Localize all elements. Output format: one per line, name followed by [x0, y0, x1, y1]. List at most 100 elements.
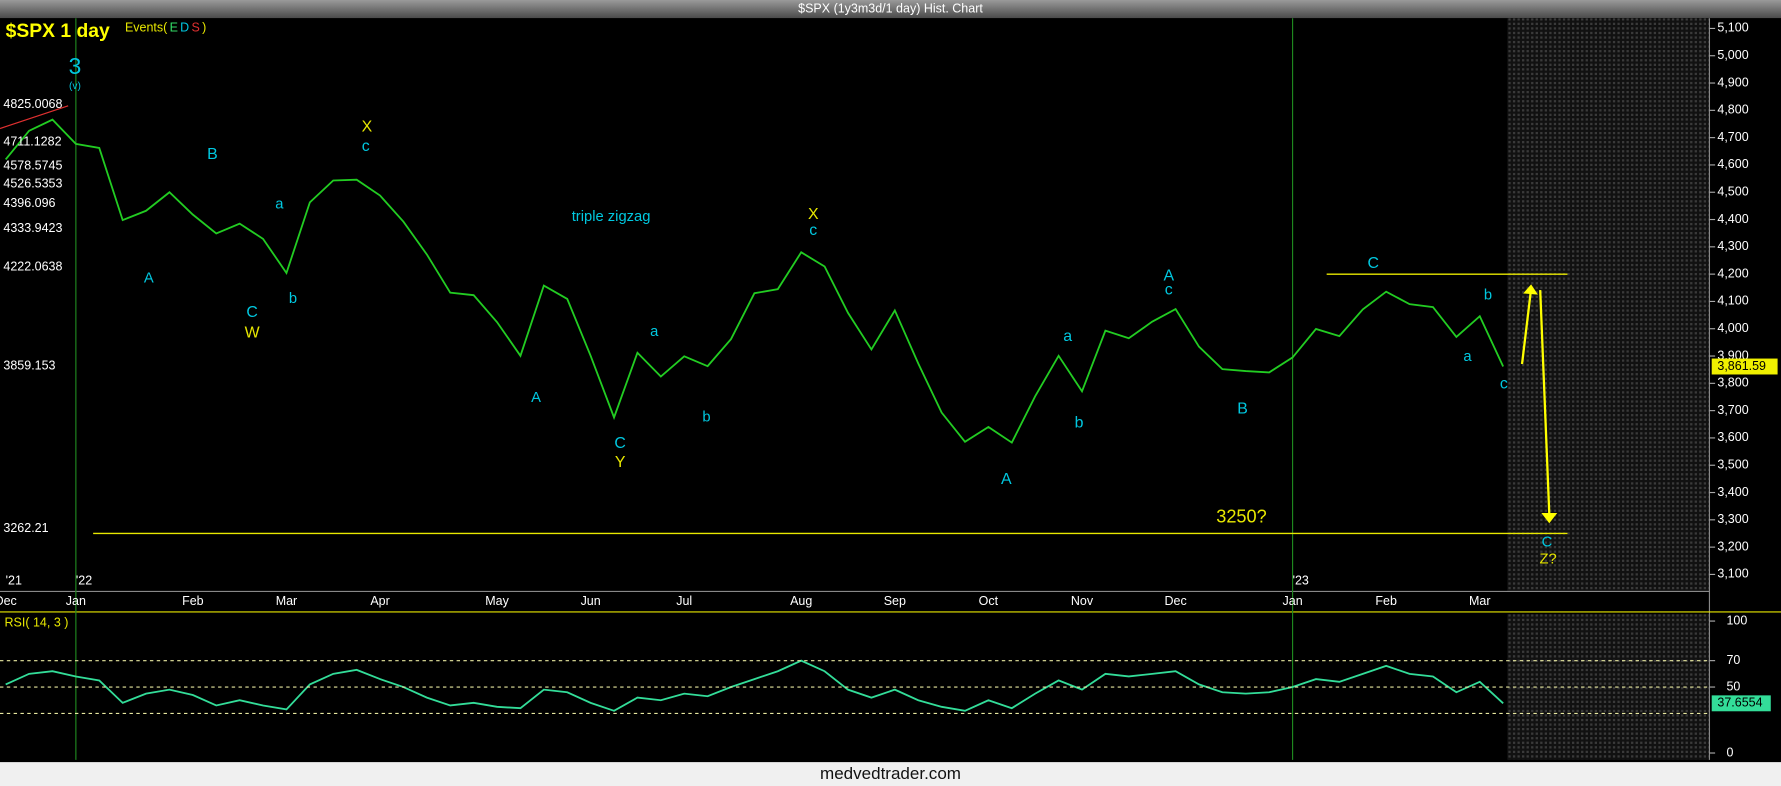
x-tick-label: Aug [790, 594, 812, 608]
price-line [5, 659, 1504, 712]
y-tick-label: 3,800 [1717, 376, 1748, 390]
price-line [4, 118, 1504, 444]
wave-label: A [144, 271, 154, 287]
fib-label: 4526.5353 [3, 177, 62, 191]
last-value-box [1711, 695, 1771, 712]
wave-label: 3 [69, 53, 82, 79]
fib-label: 4333.9423 [3, 221, 62, 235]
x-tick-label: Feb [1375, 594, 1397, 608]
wave-label: X [362, 119, 373, 136]
events-flag: S [191, 21, 199, 35]
wave-label: b [1484, 288, 1492, 304]
y-tick-label: 4,100 [1717, 294, 1748, 308]
y-tick-label: 3,200 [1717, 539, 1748, 553]
arrow-head [1523, 284, 1538, 295]
x-tick-label: Oct [979, 594, 999, 608]
wave-label: b [702, 409, 710, 425]
y-tick-label: 100 [1726, 613, 1747, 627]
y-tick-label: 4,400 [1717, 212, 1748, 226]
y-tick-label: 4,000 [1717, 321, 1748, 335]
y-tick-label: 3,400 [1717, 485, 1748, 499]
future-area [1507, 18, 1710, 592]
wave-label: Z? [1540, 552, 1557, 568]
fib-label: 4222.0638 [3, 260, 62, 274]
y-tick-label: 3,100 [1717, 567, 1748, 581]
projection-arrow [1539, 290, 1551, 515]
background [0, 18, 1781, 763]
fib-label: 4711.1282 [3, 134, 61, 148]
wave-label: b [289, 291, 297, 307]
y-tick-label: 70 [1726, 653, 1740, 667]
wave-label: A [531, 390, 541, 406]
events-flag: D [180, 21, 189, 35]
last-price-label: 3,861.59 [1717, 359, 1766, 373]
wave-label: B [207, 146, 218, 163]
wave-label: Y [615, 454, 626, 471]
wave-label: X [808, 206, 819, 223]
x-tick-label: Jun [581, 594, 601, 608]
wave-label: c [809, 222, 817, 239]
wave-label: (v) [69, 81, 81, 92]
y-tick-label: 4,800 [1717, 103, 1748, 117]
wave-label: c [362, 138, 370, 155]
wave-label: W [245, 324, 260, 341]
wave-label: C [1542, 534, 1553, 550]
y-tick-label: 4,700 [1717, 130, 1748, 144]
y-tick-label: 4,300 [1717, 239, 1748, 253]
y-tick-label: 4,200 [1717, 266, 1748, 280]
window-title: $SPX (1y3m3d/1 day) Hist. Chart [798, 1, 983, 15]
y-tick-label: 0 [1726, 745, 1733, 759]
wave-label: A [1163, 268, 1174, 285]
x-tick-label: Nov [1071, 594, 1094, 608]
y-tick-label: 4,600 [1717, 157, 1748, 171]
y-tick-label: 3,600 [1717, 430, 1748, 444]
y-tick-label: 50 [1726, 679, 1740, 693]
fib-label: 3859.153 [3, 359, 55, 373]
wave-label: a [1463, 349, 1472, 365]
x-tick-label: Sep [884, 594, 906, 608]
wave-label: A [1001, 471, 1012, 488]
last-price-box [1711, 358, 1778, 375]
events-flag: E [170, 21, 178, 35]
year-label: '21 [6, 574, 22, 588]
wave-label: B [1237, 401, 1248, 418]
footer-text: medvedtrader.com [820, 764, 961, 783]
wave-label: triple zigzag [572, 209, 651, 225]
fib-label: 4825.0068 [3, 97, 62, 111]
wave-label: 3250? [1216, 506, 1267, 526]
wave-label: C [614, 435, 625, 452]
fib-label: 4396.096 [3, 196, 55, 210]
x-tick-label: Mar [276, 594, 298, 608]
wave-label: c [1165, 281, 1173, 298]
x-tick-label: Jul [676, 594, 692, 608]
x-tick-label: Dec [1164, 594, 1186, 608]
arrow-head [1541, 513, 1558, 524]
price-panel [4, 18, 1568, 760]
y-tick-label: 3,700 [1717, 403, 1748, 417]
y-tick-label: 4,500 [1717, 185, 1748, 199]
x-tick-label: Jan [66, 594, 86, 608]
y-tick-label: 5,100 [1717, 21, 1748, 35]
wave-label: a [650, 324, 659, 340]
y-tick-label: 3,300 [1717, 512, 1748, 526]
x-tick-label: Apr [370, 594, 389, 608]
wave-label: c [1500, 376, 1508, 393]
x-tick-label: Feb [182, 594, 204, 608]
wave-label: a [1063, 328, 1072, 345]
events-close: ) [202, 21, 206, 35]
trend-line [0, 105, 69, 130]
wave-label: b [1075, 414, 1084, 431]
year-label: '22 [76, 574, 92, 588]
y-tick-label: 3,500 [1717, 458, 1748, 472]
y-tick-label: 5,000 [1717, 48, 1748, 62]
rsi-title: RSI( 14, 3 ) [5, 616, 69, 630]
footer-bar [0, 762, 1781, 786]
y-tick-label: 4,900 [1717, 75, 1748, 89]
x-tick-label: Jan [1283, 594, 1303, 608]
wave-label: a [275, 197, 284, 213]
x-tick-label: Mar [1469, 594, 1491, 608]
wave-label: C [1367, 255, 1378, 272]
x-tick-label: Dec [0, 594, 17, 608]
